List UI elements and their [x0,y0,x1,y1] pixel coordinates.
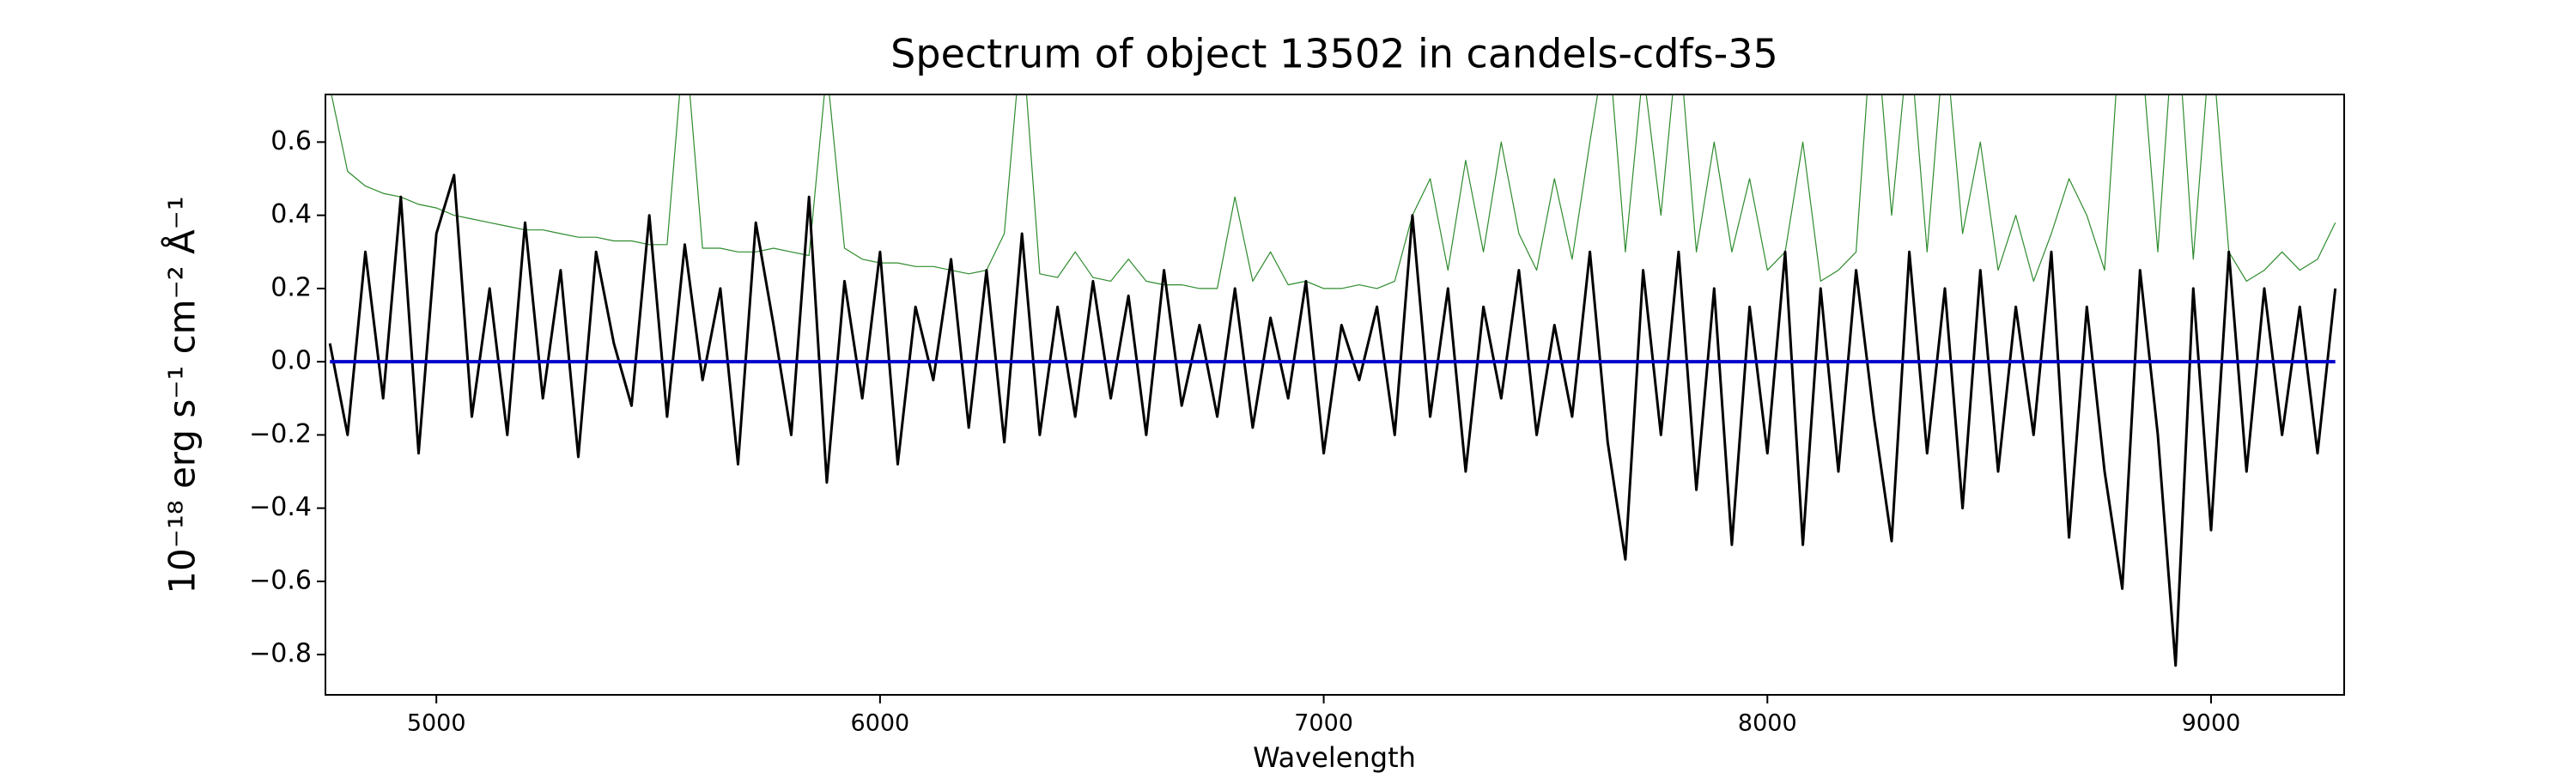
x-tick-label: 8000 [1738,710,1797,737]
y-tick-label: −0.6 [249,565,312,595]
y-axis-label: 10⁻¹⁸ erg s⁻¹ cm⁻² Å⁻¹ [161,196,204,593]
x-tick-label: 5000 [407,710,466,737]
spectrum-line [328,173,2337,667]
y-tick-label: 0.0 [270,346,312,376]
y-tick-label: −0.4 [249,492,312,522]
chart-title: Spectrum of object 13502 in candels-cdfs… [890,31,1778,77]
spectrum-line [331,94,2336,289]
x-tick-label: 9000 [2182,710,2241,737]
x-axis-label: Wavelength [1253,741,1416,773]
axes-frame [325,94,2345,696]
y-tick-label: −0.8 [249,639,312,669]
y-tick-label: −0.2 [249,419,312,449]
y-tick-label: 0.2 [270,272,312,302]
x-tick-label: 7000 [1294,710,1353,737]
x-tick-label: 6000 [851,710,910,737]
y-tick-label: 0.4 [270,199,312,229]
plot-area [328,94,2337,667]
y-tick-label: 0.6 [270,126,312,156]
